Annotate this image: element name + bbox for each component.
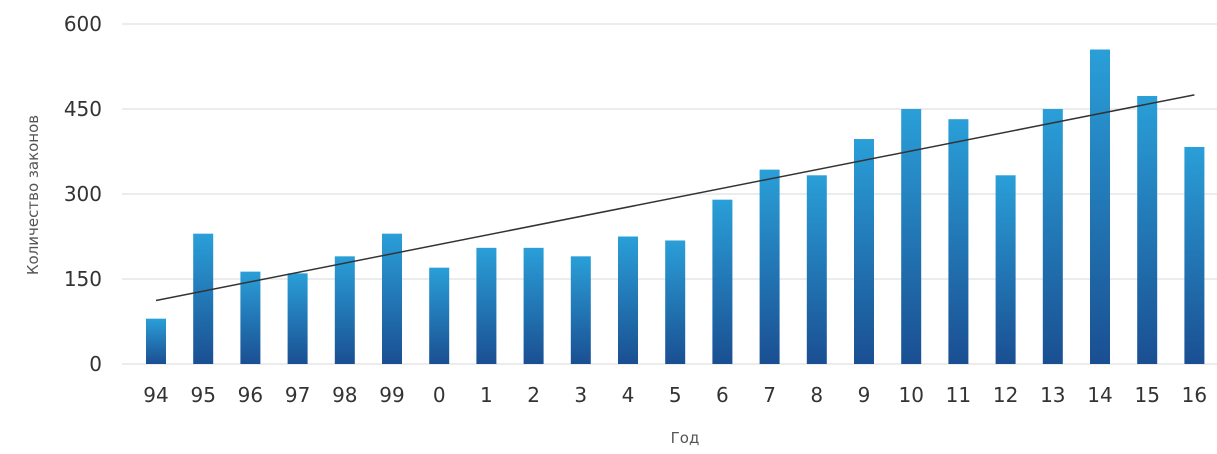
y-tick-label: 450 bbox=[64, 97, 102, 121]
bar-6 bbox=[712, 199, 733, 364]
x-tick-label: 13 bbox=[1040, 383, 1065, 407]
y-tick-label: 0 bbox=[89, 352, 102, 376]
bar-7 bbox=[759, 169, 780, 364]
x-axis-ticks: 94 95 96 97 98 99 0 1 2 3 4 5 6 7 8 9 10 11 12 13 14 15 16 bbox=[143, 383, 1207, 407]
bar-96 bbox=[240, 271, 261, 364]
bar-14 bbox=[1090, 49, 1110, 364]
bar-1 bbox=[476, 247, 497, 364]
x-tick-label: 0 bbox=[433, 383, 446, 407]
bar-3 bbox=[570, 256, 591, 364]
x-tick-label: 9 bbox=[858, 383, 871, 407]
trendline bbox=[155, 94, 1195, 302]
x-tick-label: 8 bbox=[810, 383, 823, 407]
bar-97 bbox=[287, 273, 308, 364]
x-tick-label: 16 bbox=[1182, 383, 1207, 407]
x-tick-label: 99 bbox=[379, 383, 404, 407]
x-tick-label: 3 bbox=[574, 383, 587, 407]
x-axis-label: Год bbox=[671, 429, 700, 447]
x-tick-label: 5 bbox=[669, 383, 682, 407]
x-tick-label: 10 bbox=[898, 383, 923, 407]
bar-15 bbox=[1137, 95, 1158, 364]
x-tick-label: 96 bbox=[238, 383, 263, 407]
bar-0 bbox=[429, 267, 450, 364]
y-tick-label: 600 bbox=[64, 12, 102, 36]
bar-4 bbox=[618, 236, 638, 364]
bar-13 bbox=[1042, 109, 1063, 364]
x-tick-label: 1 bbox=[480, 383, 493, 407]
bar-10 bbox=[901, 109, 922, 364]
bar-8 bbox=[806, 175, 827, 364]
x-tick-label: 95 bbox=[190, 383, 215, 407]
x-tick-label: 4 bbox=[622, 383, 635, 407]
bar-5 bbox=[665, 240, 686, 364]
y-tick-label: 300 bbox=[64, 182, 102, 206]
bar-98 bbox=[334, 256, 355, 364]
x-tick-label: 12 bbox=[993, 383, 1018, 407]
y-tick-label: 150 bbox=[64, 267, 102, 291]
trendline-group bbox=[155, 94, 1195, 302]
bar-95 bbox=[193, 233, 214, 364]
x-tick-label: 6 bbox=[716, 383, 729, 407]
x-tick-label: 11 bbox=[946, 383, 971, 407]
bar-9 bbox=[854, 139, 874, 364]
x-tick-label: 7 bbox=[763, 383, 776, 407]
bar-94 bbox=[146, 318, 166, 364]
x-tick-label: 97 bbox=[285, 383, 310, 407]
x-tick-label: 98 bbox=[332, 383, 357, 407]
y-axis-label: Количество законов bbox=[24, 115, 42, 275]
bars bbox=[146, 49, 1205, 364]
bar-11 bbox=[948, 119, 969, 364]
x-tick-label: 14 bbox=[1087, 383, 1112, 407]
bar-2 bbox=[523, 247, 544, 364]
x-tick-label: 94 bbox=[143, 383, 168, 407]
x-tick-label: 15 bbox=[1134, 383, 1159, 407]
y-axis-ticks: 0 150 300 450 600 bbox=[64, 12, 102, 376]
x-tick-label: 2 bbox=[527, 383, 540, 407]
bar-12 bbox=[995, 175, 1016, 364]
bar-99 bbox=[382, 233, 402, 364]
bar-16 bbox=[1184, 146, 1205, 364]
